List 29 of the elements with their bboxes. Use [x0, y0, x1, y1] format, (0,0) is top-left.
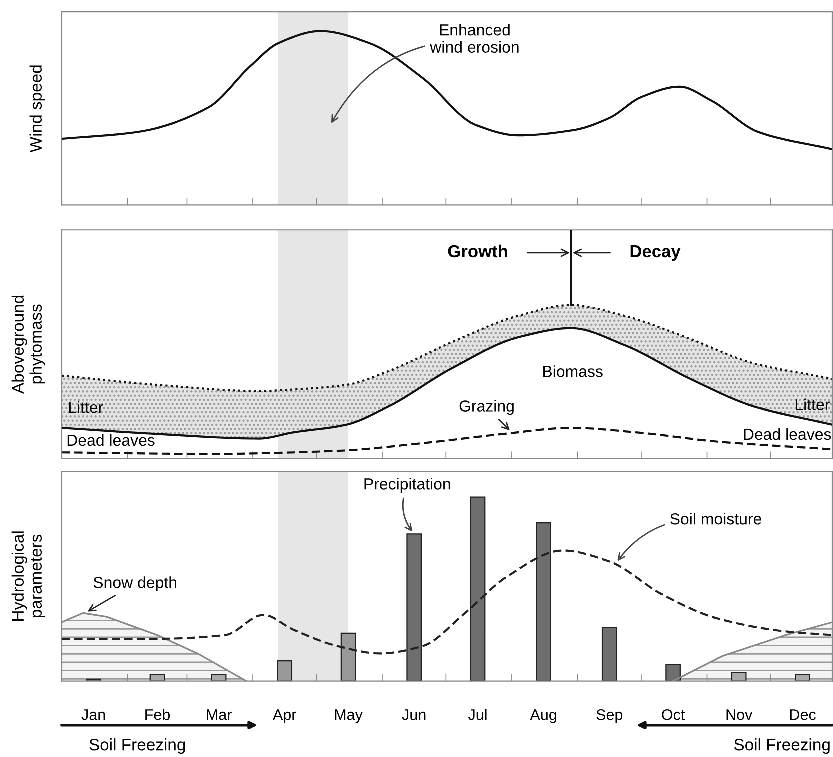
y-axis-title: Hydrological parameters — [12, 532, 46, 621]
annotation: Litter — [796, 398, 830, 410]
annotation: Enhanced wind erosion — [430, 24, 519, 53]
y-axis-title: Aboveground phytomass — [12, 296, 46, 394]
x-tick-label: Oct — [662, 709, 686, 720]
x-tick-label: May — [335, 710, 363, 724]
x-tick-label: Jul — [468, 709, 487, 720]
x-tick-label: Jun — [402, 710, 426, 720]
text: Soil Freezing — [734, 738, 830, 754]
x-tick-label: Apr — [273, 710, 296, 724]
x-tick-label: Jan — [82, 710, 106, 720]
text: Growth — [448, 244, 508, 258]
annotation: Snow depth — [94, 576, 176, 592]
x-tick-label: Feb — [146, 709, 170, 720]
annotation: Litter — [69, 401, 104, 414]
annotation: Biomass — [544, 366, 603, 378]
text: Soil Freezing — [90, 738, 186, 754]
x-tick-label: Mar — [207, 710, 232, 720]
y-axis-title: Wind speed — [30, 66, 46, 153]
annotation: Dead leaves — [744, 428, 832, 440]
annotation: Grazing — [460, 400, 514, 416]
text: Decay — [630, 246, 681, 262]
x-tick-label: Nov — [726, 710, 753, 720]
annotation: Soil moisture — [670, 513, 762, 525]
annotation: Dead leaves — [68, 434, 155, 446]
x-tick-label: Dec — [790, 710, 816, 720]
annotation: Precipitation — [364, 478, 450, 493]
x-tick-label: Sep — [596, 709, 623, 724]
x-tick-label: Aug — [530, 710, 556, 724]
